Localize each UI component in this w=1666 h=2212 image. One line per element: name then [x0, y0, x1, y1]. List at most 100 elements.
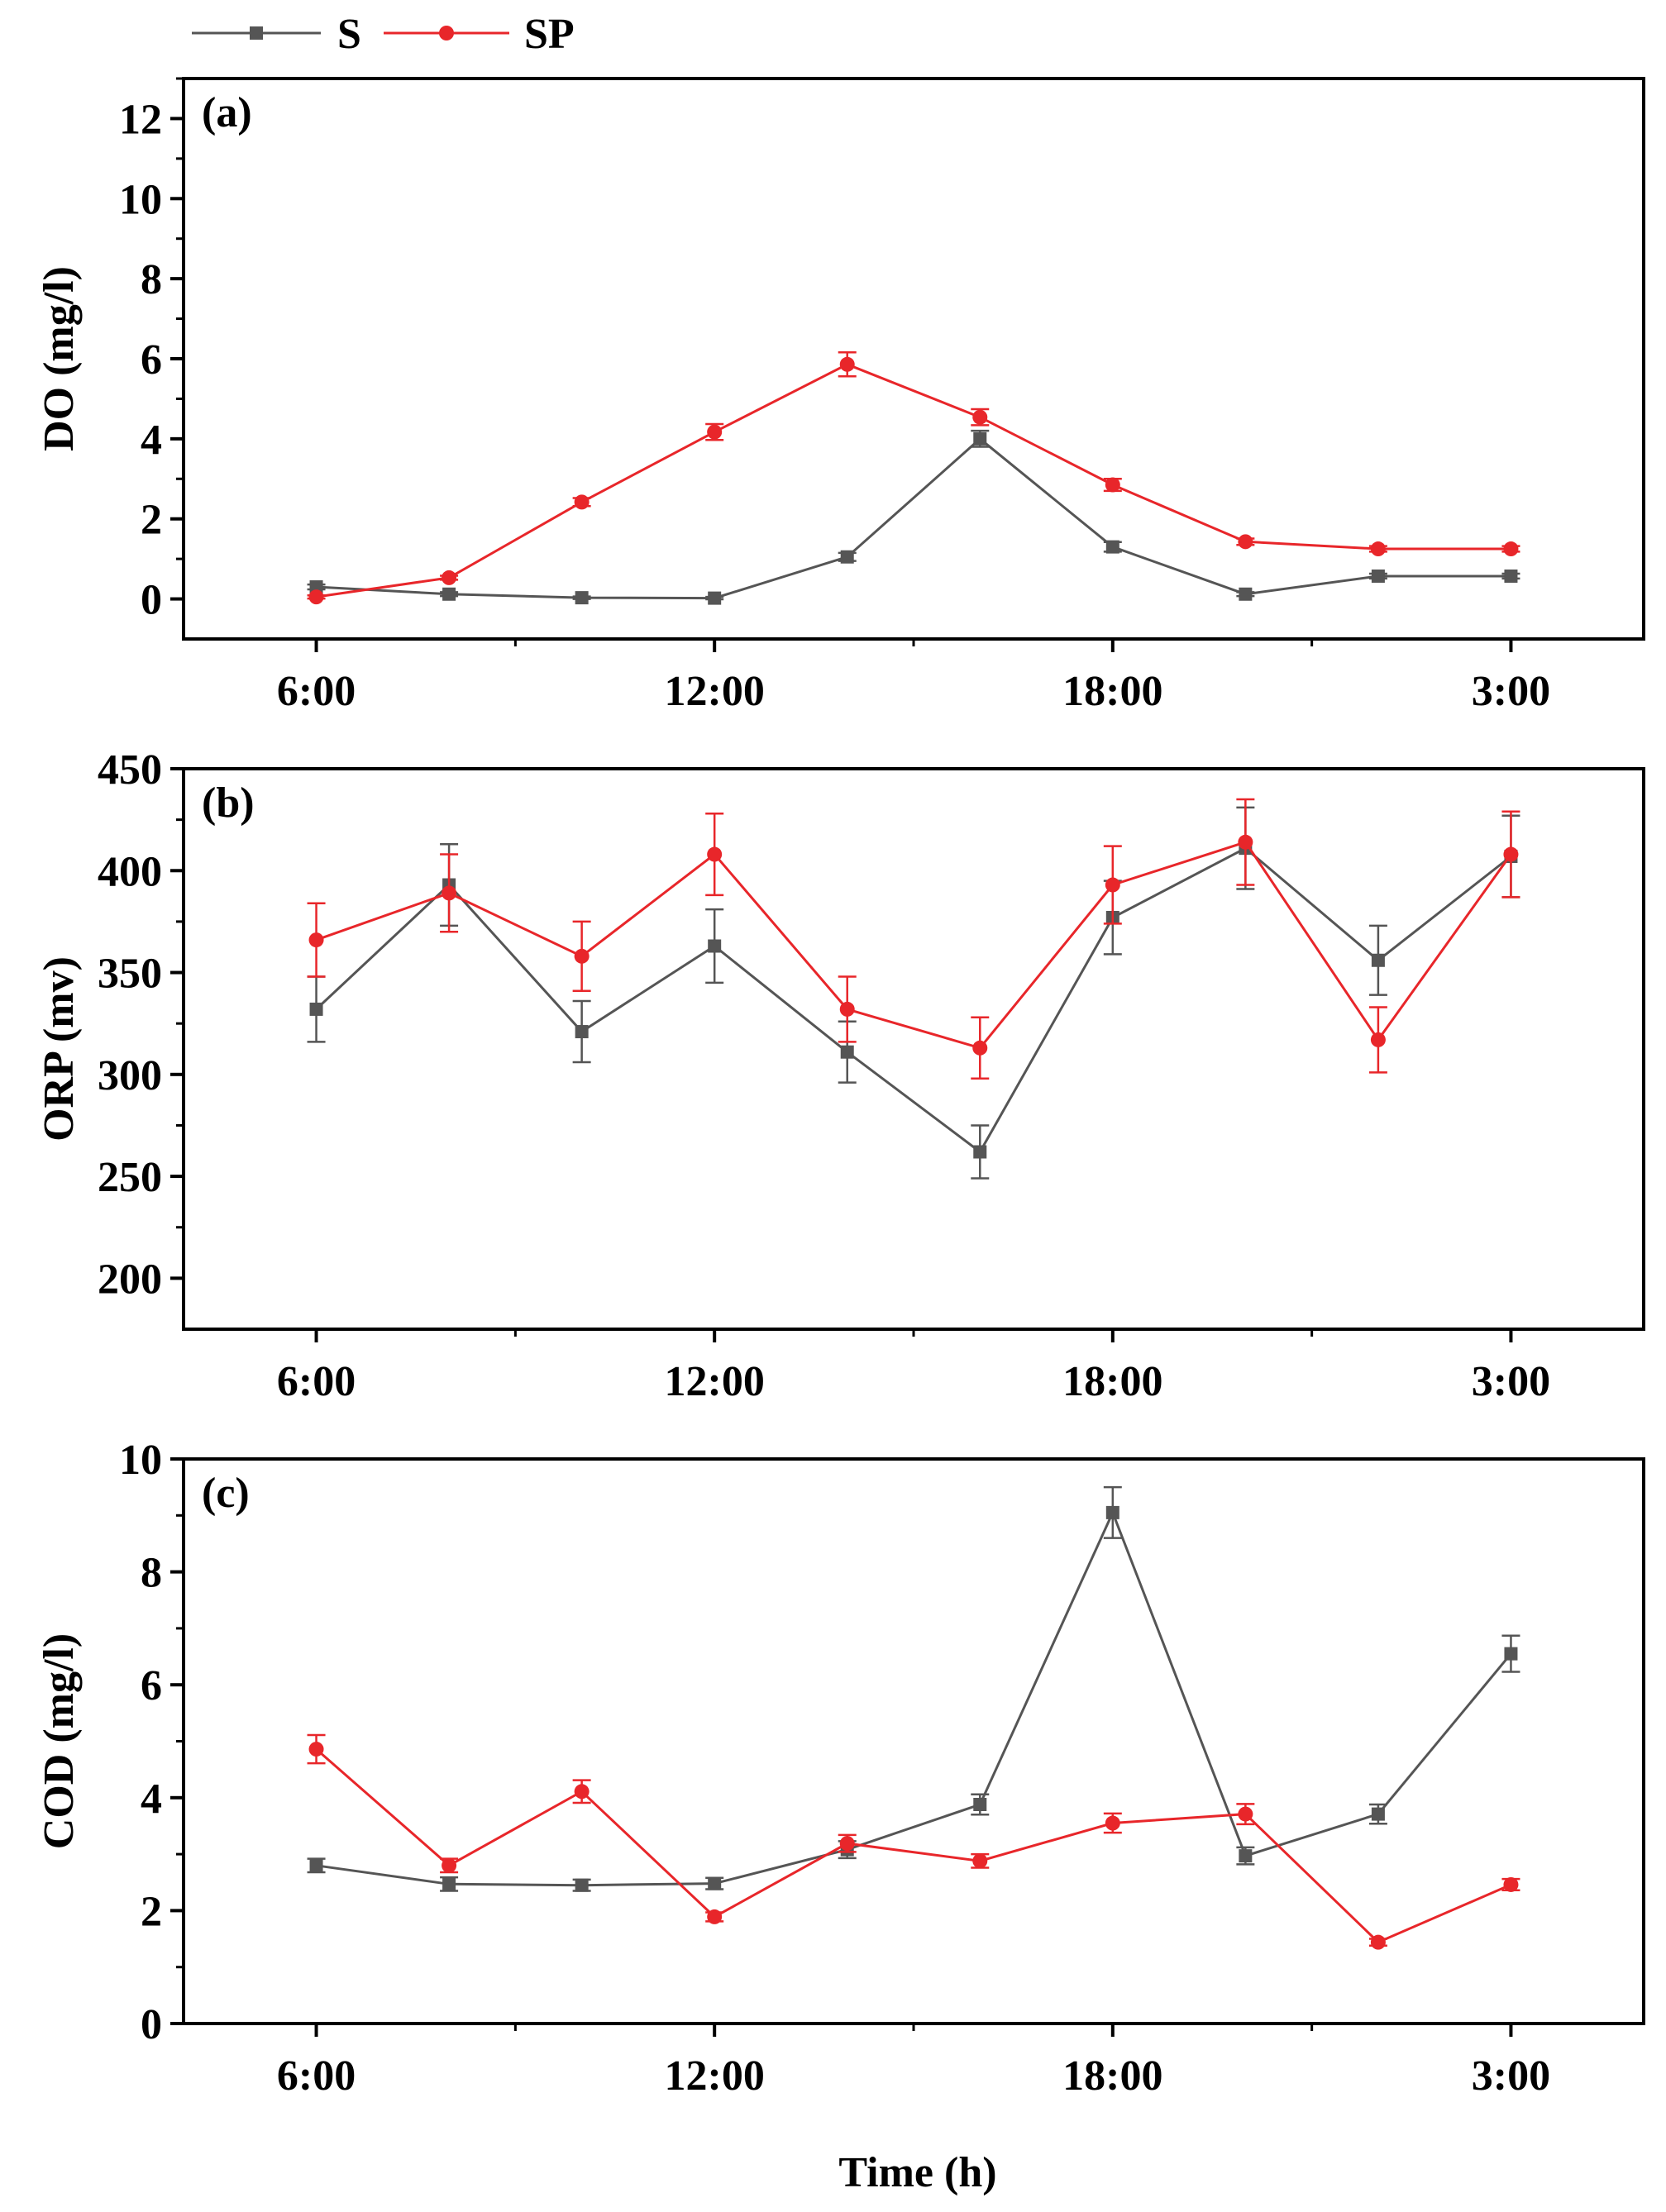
panel-label: (b)	[202, 779, 255, 827]
data-point-s	[973, 1797, 987, 1811]
x-axis-label: Time (h)	[838, 2149, 996, 2196]
legend-label-s: S	[337, 11, 361, 58]
legend-label-sp: SP	[524, 11, 575, 58]
legend-marker-s	[250, 26, 263, 40]
x-tick-label: 18:00	[1062, 1358, 1162, 1405]
data-point-sp	[707, 1909, 723, 1924]
y-axis-label: COD (mg/l)	[36, 1633, 83, 1849]
series-line-sp	[316, 841, 1512, 1050]
y-tick-label: 0	[141, 2001, 162, 2048]
data-point-sp	[1238, 1806, 1253, 1822]
panel-a: (a) DO (mg/l) 0 2 4 6 8 10 12 6:00 12:00 18:00 3:00	[36, 77, 1645, 715]
data-point-sp	[972, 409, 988, 425]
y-tick-label: 2	[141, 1888, 162, 1935]
data-point-sp	[1503, 846, 1519, 862]
data-point-sp	[972, 1853, 988, 1869]
y-tick-label: 450	[98, 746, 162, 794]
series-sp	[307, 351, 1520, 605]
data-point-s	[442, 1877, 456, 1891]
series-s	[307, 806, 1520, 1180]
data-point-s	[309, 580, 323, 594]
series-line-s	[316, 1509, 1512, 1887]
y-tick-label: 10	[119, 176, 162, 223]
data-point-sp	[1370, 1934, 1386, 1950]
y-tick-label: 350	[98, 951, 162, 998]
data-point-s	[1371, 953, 1385, 967]
x-tick-label: 6:00	[277, 1358, 356, 1405]
x-tick-label: 3:00	[1472, 2052, 1550, 2100]
panel-label: (a)	[202, 89, 252, 136]
series-sp	[307, 798, 1520, 1080]
series-s	[307, 429, 1520, 605]
data-point-sp	[308, 589, 324, 605]
plot-frame	[182, 1457, 1645, 2025]
x-tick-label: 18:00	[1062, 668, 1162, 715]
legend-marker-sp	[439, 26, 454, 41]
x-tick-label: 12:00	[665, 2052, 765, 2100]
y-tick-label: 400	[98, 848, 162, 895]
data-point-sp	[1503, 541, 1519, 557]
data-point-sp	[1370, 541, 1386, 557]
x-tick-label: 12:00	[665, 668, 765, 715]
data-point-sp	[707, 846, 723, 862]
data-point-s	[1105, 1505, 1119, 1519]
data-point-s	[309, 1002, 323, 1016]
y-tick-label: 200	[98, 1256, 162, 1303]
data-point-sp	[1105, 477, 1120, 493]
legend-item-sp: SP	[384, 11, 575, 58]
data-point-sp	[1503, 1876, 1519, 1892]
series-line-sp	[315, 1747, 1512, 1944]
data-point-s	[1239, 1849, 1253, 1863]
y-tick-label: 12	[119, 96, 162, 143]
panel-b: (b) ORP (mv) 200 250 300 350 400 450 6:00 12:00 18…	[36, 746, 1645, 1405]
y-axis-label: DO (mg/l)	[36, 266, 83, 451]
data-point-s	[973, 431, 987, 446]
series-line-s	[315, 846, 1512, 1154]
data-point-s	[309, 1858, 323, 1872]
data-point-sp	[839, 1001, 855, 1017]
data-point-s	[575, 1025, 589, 1039]
x-tick-label: 6:00	[277, 668, 356, 715]
x-tick-label: 12:00	[665, 1358, 765, 1405]
data-point-s	[442, 587, 456, 601]
data-point-sp	[1105, 877, 1120, 893]
data-point-s	[973, 1145, 987, 1159]
data-point-s	[840, 1045, 854, 1059]
data-point-s	[708, 1876, 722, 1890]
data-point-s	[1105, 540, 1119, 554]
data-point-sp	[839, 356, 855, 372]
data-point-sp	[839, 1836, 855, 1852]
plot-frame	[182, 767, 1645, 1331]
series-line-sp	[316, 363, 1511, 598]
x-tick-label: 3:00	[1472, 668, 1550, 715]
y-tick-label: 300	[98, 1052, 162, 1099]
data-point-sp	[442, 1857, 457, 1873]
y-tick-label: 8	[141, 256, 162, 303]
y-tick-label: 250	[98, 1154, 162, 1201]
y-tick-label: 8	[141, 1550, 162, 1597]
data-point-s	[708, 939, 722, 953]
y-axis-label: ORP (mv)	[36, 956, 83, 1142]
data-point-s	[575, 591, 589, 605]
data-point-sp	[442, 885, 457, 901]
data-point-sp	[442, 570, 457, 585]
plot-frame	[182, 77, 1645, 641]
y-tick-label: 0	[141, 577, 162, 624]
legend: S SP	[192, 11, 575, 58]
y-tick-label: 4	[141, 1776, 162, 1823]
data-point-s	[1239, 587, 1253, 601]
data-point-sp	[308, 932, 324, 948]
data-point-sp	[1238, 534, 1253, 550]
x-tick-label: 18:00	[1062, 2052, 1162, 2100]
data-point-sp	[574, 1784, 590, 1800]
data-point-s	[840, 550, 854, 564]
y-tick-label: 4	[141, 417, 162, 464]
data-point-sp	[308, 1742, 324, 1757]
data-point-sp	[1105, 1815, 1120, 1831]
data-point-s	[1504, 1647, 1518, 1661]
data-point-s	[1371, 1807, 1385, 1821]
data-point-sp	[1370, 1032, 1386, 1047]
x-tick-label: 6:00	[277, 2052, 356, 2100]
x-tick-label: 3:00	[1472, 1358, 1550, 1405]
